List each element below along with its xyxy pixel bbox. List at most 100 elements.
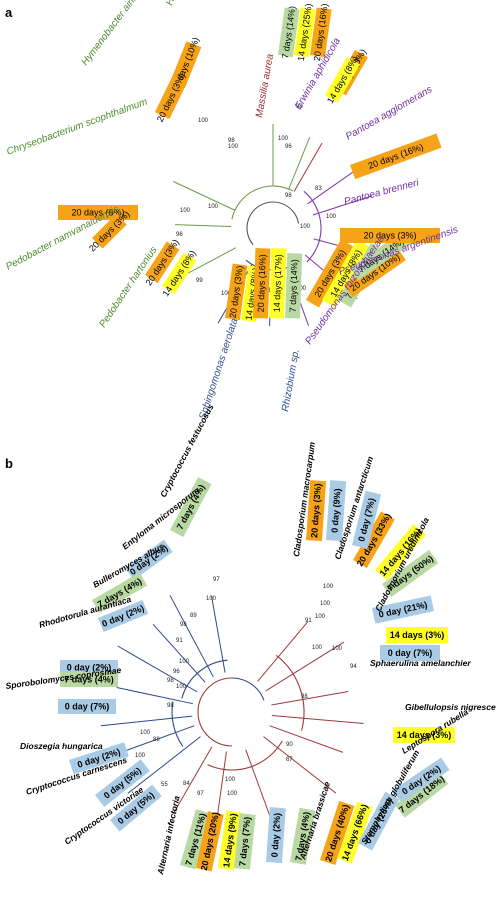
bootstrap-value: 100	[312, 645, 323, 651]
tag-box	[352, 490, 382, 549]
tag-box	[325, 56, 360, 103]
branch-line	[180, 247, 237, 278]
occurrence-tag: 7 days (7%)	[234, 813, 256, 870]
tag-text: 0 day (2%)	[67, 663, 112, 673]
tag-box	[278, 7, 300, 58]
bootstrap-value: 88	[153, 737, 160, 743]
bootstrap-value: 99	[196, 278, 203, 284]
tag-box	[98, 600, 149, 632]
bootstrap-value: 100	[315, 614, 326, 620]
occurrence-tag: 14 days (3%)	[386, 627, 448, 643]
branch-line	[116, 686, 193, 705]
bootstrap-value: 100	[300, 224, 311, 230]
tag-text: 20 days (3%)	[363, 231, 416, 241]
tag-box	[145, 241, 180, 284]
branch-line	[263, 736, 337, 794]
branch-line	[120, 725, 195, 753]
clade-arc	[181, 659, 228, 699]
tag-box	[269, 248, 287, 319]
branch-line	[100, 715, 193, 727]
branch-line	[269, 725, 344, 753]
occurrence-tag: 7 days (4%)	[290, 807, 316, 865]
branch-line	[211, 595, 226, 673]
tag-box	[322, 239, 370, 308]
tag-text: 20 days (6%)	[71, 208, 124, 218]
tag-box	[306, 239, 354, 308]
tag-box	[285, 253, 303, 319]
bootstrap-value: 84	[183, 781, 190, 787]
occurrence-tag: 7 days (14%)	[278, 5, 300, 59]
clade-arc	[171, 701, 184, 747]
occurrence-tag: 20 days (16%)	[253, 248, 271, 319]
tag-box	[95, 759, 150, 807]
bootstrap-value: 55	[161, 782, 168, 788]
occurrence-tag: 20 days (3%)	[340, 228, 440, 243]
tag-box	[180, 809, 212, 870]
branch-line	[271, 691, 349, 706]
tag-box	[170, 477, 212, 538]
occurrence-tag: 0 day (21%)	[372, 595, 435, 624]
taxon-label: Gibellulopsis nigrescens	[405, 702, 496, 712]
tag-text: 14 days (3%)	[390, 630, 445, 640]
taxon-label: Sphaerulina amelanchier	[370, 658, 471, 668]
occurrence-tag: 7 days (4%)	[60, 672, 118, 687]
tag-box	[326, 480, 347, 542]
branch-line	[117, 645, 198, 693]
occurrence-tag: 0 day (7%)	[58, 699, 116, 714]
tag-box	[395, 771, 449, 818]
tag-box	[125, 539, 173, 581]
bootstrap-value: 100	[326, 214, 337, 220]
tag-box	[92, 572, 148, 613]
branch-line	[175, 224, 232, 228]
tag-box	[358, 791, 400, 851]
bootstrap-value: 98	[167, 703, 174, 709]
bootstrap-value: 91	[176, 638, 183, 644]
occurrence-tag: 0 day (2%)	[266, 807, 286, 864]
tag-box	[92, 213, 127, 249]
tag-text: 0 day (9%)	[330, 488, 343, 533]
occurrence-tag: 0 day (2%)	[60, 660, 118, 675]
tag-box	[69, 742, 129, 775]
branch-line	[152, 623, 206, 683]
occurrence-tag: 0 day (7%)	[352, 490, 382, 549]
tag-box	[353, 511, 395, 568]
bootstrap-value: 100	[296, 286, 307, 292]
bootstrap-value: 98	[296, 104, 303, 110]
bootstrap-value: 100	[227, 791, 238, 797]
tag-box	[350, 230, 412, 281]
bootstrap-value: 97	[213, 577, 220, 583]
bootstrap-value: 100	[208, 204, 219, 210]
panel-b-letter: b	[5, 456, 13, 471]
occurrence-tag: 7 days (14%)	[285, 253, 303, 319]
occurrence-tag: 14 days (3%)	[393, 727, 455, 743]
tag-text: 14 days (17%)	[272, 254, 284, 312]
tag-box	[225, 263, 248, 321]
bootstrap-value: 94	[350, 664, 357, 670]
tag-box	[290, 807, 316, 865]
clade-arc	[207, 740, 283, 771]
clade-arc	[231, 677, 265, 701]
tag-box	[393, 727, 455, 743]
tag-text: 0 day (7%)	[65, 702, 110, 712]
branch-line	[288, 136, 311, 190]
branch-line	[271, 714, 364, 725]
bootstrap-value: 98	[228, 138, 235, 144]
tag-box	[266, 807, 286, 864]
bootstrap-value: 98	[285, 193, 292, 199]
tag-text: 20 days (16%)	[256, 254, 268, 312]
bootstrap-value: 100	[221, 291, 232, 297]
bootstrap-value: 97	[197, 791, 204, 797]
bootstrap-value: 100	[176, 684, 187, 690]
tag-box	[386, 627, 448, 643]
tag-box	[393, 757, 450, 803]
occurrence-tag: 20 days (3%)	[225, 263, 248, 321]
taxon-label: Dioszegia hungarica	[20, 741, 103, 751]
bootstrap-value: 100	[228, 144, 239, 150]
bootstrap-value: 100	[179, 659, 190, 665]
occurrence-tag: 14 days (17%)	[269, 248, 287, 319]
bootstrap-value: 100	[180, 208, 191, 214]
bootstrap-value: 100	[135, 753, 146, 759]
tag-box	[350, 133, 442, 180]
tag-box	[380, 645, 440, 661]
